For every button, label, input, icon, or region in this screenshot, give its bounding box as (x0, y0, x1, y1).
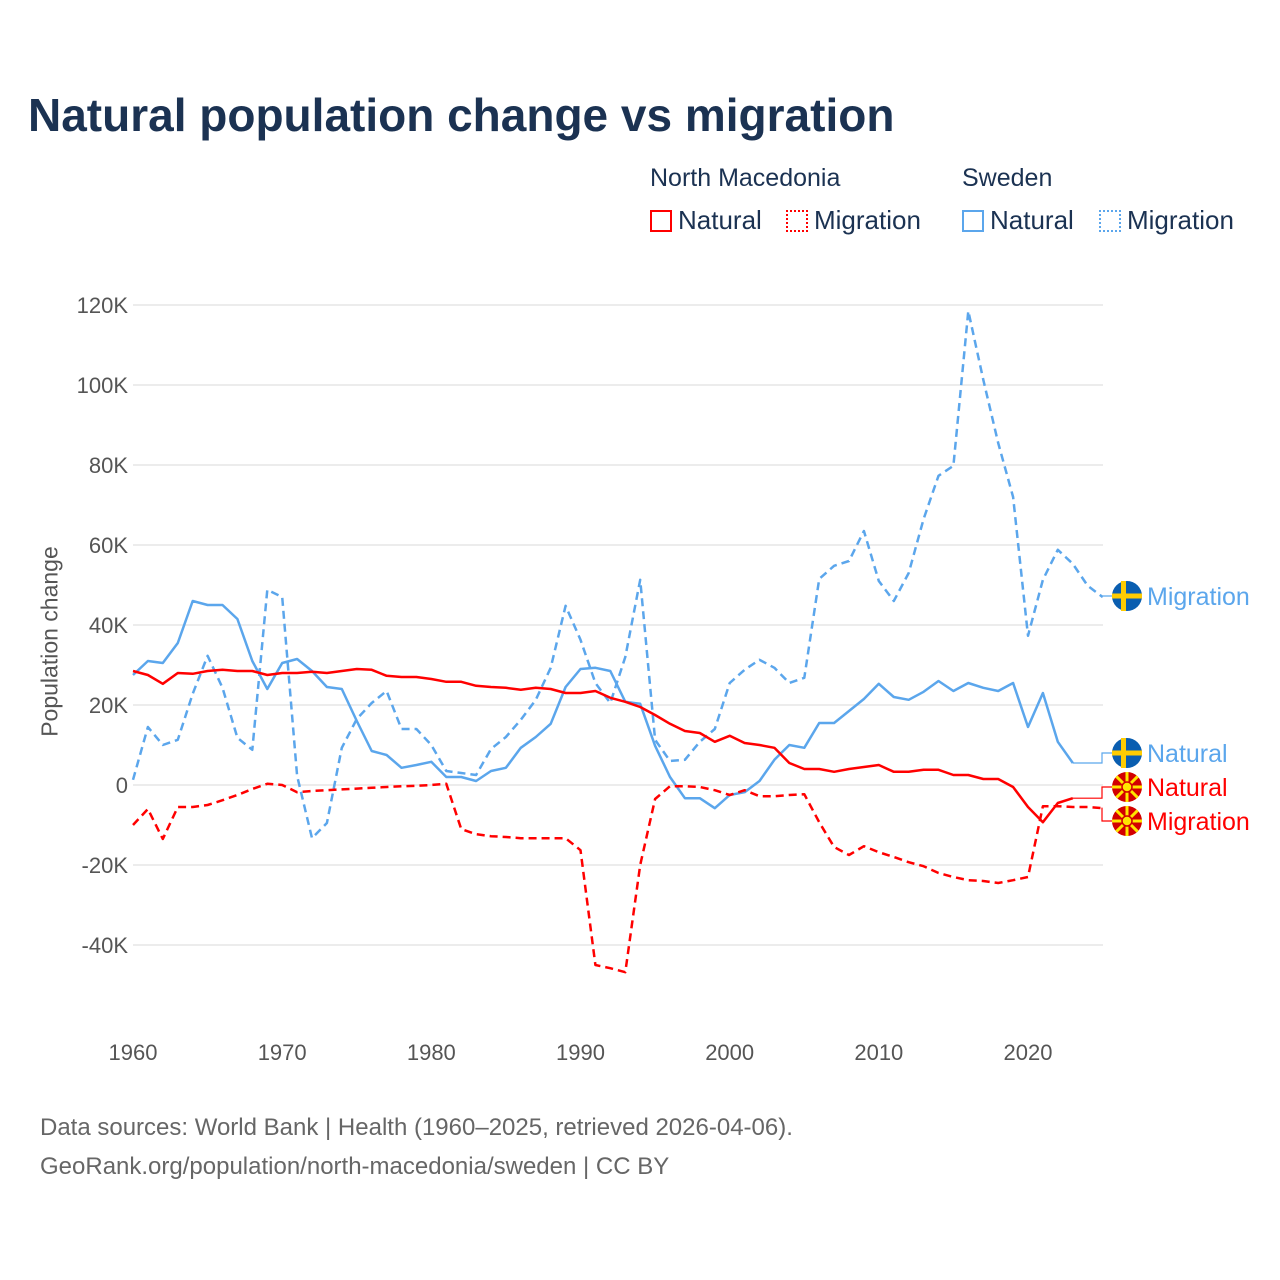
end-label: Migration (1147, 808, 1250, 836)
legend-item-nm-natural[interactable]: Natural (650, 205, 762, 236)
series-line-sweden-migration (131, 309, 1104, 840)
legend-swatch-dotted (786, 209, 808, 232)
end-label: Natural (1147, 774, 1228, 802)
x-tick-label: 1980 (407, 1040, 456, 1065)
y-tick-label: 20K (89, 693, 128, 718)
x-tick-label: 1990 (556, 1040, 605, 1065)
sweden-flag-cross (1121, 581, 1126, 611)
y-tick-label: 0 (116, 773, 128, 798)
source-note: Data sources: World Bank | Health (1960–… (40, 1108, 793, 1186)
end-label: Migration (1147, 583, 1250, 611)
legend-label: Natural (678, 205, 762, 235)
series-line-north-macedonia-migration (132, 782, 1103, 974)
label-connector (1101, 595, 1112, 598)
sweden-flag-cross (1112, 750, 1142, 756)
y-tick-label: 100K (77, 373, 129, 398)
legend-swatch-dotted (1099, 209, 1121, 232)
sweden-flag-cross (1112, 593, 1142, 599)
series-line-north-macedonia-natural (132, 667, 1074, 824)
label-connector (1072, 786, 1112, 799)
legend-item-se-migration[interactable]: Migration (1099, 205, 1234, 236)
flag-sun (1121, 781, 1133, 793)
x-tick-label: 2020 (1004, 1040, 1053, 1065)
flag-sun (1121, 815, 1133, 827)
source-url[interactable]: GeoRank.org/population/north-macedonia/s… (40, 1153, 670, 1180)
source-line: Data sources: World Bank | Health (1960–… (40, 1114, 793, 1141)
label-connector (1101, 807, 1112, 822)
label-connector (1072, 752, 1112, 764)
y-tick-label: -40K (82, 933, 129, 958)
legend-group-sweden: Sweden (962, 164, 1053, 192)
legend-swatch-solid (650, 209, 672, 232)
x-tick-label: 1960 (109, 1040, 158, 1065)
series-line-sweden-natural (132, 599, 1074, 810)
legend-item-se-natural[interactable]: Natural (962, 205, 1074, 236)
end-label: Natural (1147, 740, 1228, 768)
x-tick-label: 2000 (705, 1040, 754, 1065)
legend-group-north-macedonia: North Macedonia (650, 164, 841, 192)
y-tick-label: 40K (89, 613, 128, 638)
chart-title: Natural population change vs migration (28, 89, 895, 141)
y-tick-label: 80K (89, 453, 128, 478)
x-tick-label: 1970 (258, 1040, 307, 1065)
y-tick-label: -20K (82, 853, 129, 878)
legend-swatch-solid (962, 209, 984, 232)
legend-label: Migration (1127, 205, 1234, 235)
legend-label: Natural (990, 205, 1074, 235)
y-tick-label: 60K (89, 533, 128, 558)
x-tick-label: 2010 (854, 1040, 903, 1065)
legend-label: Migration (814, 205, 921, 235)
sweden-flag-cross (1121, 738, 1126, 768)
y-tick-label: 120K (77, 293, 129, 318)
legend-item-nm-migration[interactable]: Migration (786, 205, 921, 236)
